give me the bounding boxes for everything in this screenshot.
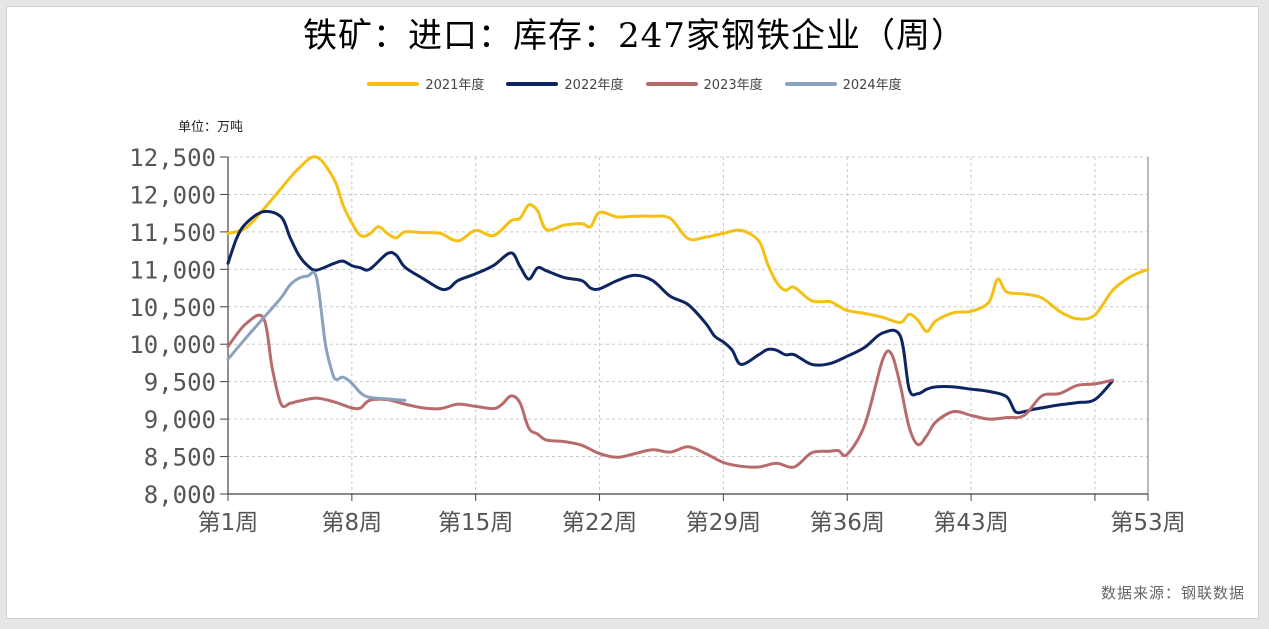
- legend-swatch: [784, 81, 837, 86]
- legend-item-2021[interactable]: 2021年度: [367, 74, 484, 93]
- y-tick-label: 10,500: [129, 294, 216, 322]
- series-line-2021: [226, 155, 1150, 333]
- series-line-2022: [226, 209, 1115, 415]
- y-tick-label: 12,500: [129, 144, 216, 172]
- x-tick-label: 第22周: [562, 510, 637, 536]
- x-tick-label: 第15周: [438, 510, 513, 536]
- legend-item-2022[interactable]: 2022年度: [506, 74, 624, 93]
- y-tick-label: 9,000: [144, 406, 216, 434]
- legend-label: 2023年度: [703, 78, 763, 93]
- y-tick-label: 12,000: [129, 181, 216, 209]
- legend-label: 2022年度: [564, 78, 624, 93]
- chart-title: 铁矿：进口：库存：247家钢铁企业（周）: [303, 16, 966, 56]
- legend-label: 2021年度: [425, 78, 485, 93]
- legend-item-2024[interactable]: 2024年度: [784, 74, 902, 93]
- legend: 2021年度 2022年度 2023年度 2024年度: [0, 74, 1269, 93]
- x-tick-label: 第8周: [322, 510, 383, 536]
- legend-swatch: [367, 81, 420, 86]
- y-tick-label: 8,500: [144, 444, 216, 472]
- x-tick-label: 第36周: [810, 510, 885, 536]
- unit-label: 单位：万吨: [178, 120, 244, 135]
- x-tick-label: 第53周: [1110, 510, 1185, 536]
- y-tick-label: 8,000: [144, 481, 216, 509]
- x-tick-label: 第43周: [933, 510, 1008, 536]
- source-label: 数据来源：钢联数据: [1100, 584, 1245, 602]
- legend-swatch: [506, 81, 559, 86]
- series-line-2023: [226, 313, 1115, 469]
- x-tick-label: 第1周: [198, 510, 259, 536]
- legend-swatch: [645, 81, 698, 86]
- y-tick-label: 9,500: [144, 369, 216, 397]
- y-tick-label: 11,000: [129, 256, 216, 284]
- series-line-2024: [226, 270, 407, 402]
- chart-frame: [6, 6, 1259, 619]
- x-tick-label: 第29周: [686, 510, 761, 536]
- legend-item-2023[interactable]: 2023年度: [645, 74, 763, 93]
- y-tick-label: 11,500: [129, 219, 216, 247]
- legend-label: 2024年度: [842, 78, 902, 93]
- y-tick-label: 10,000: [129, 331, 216, 359]
